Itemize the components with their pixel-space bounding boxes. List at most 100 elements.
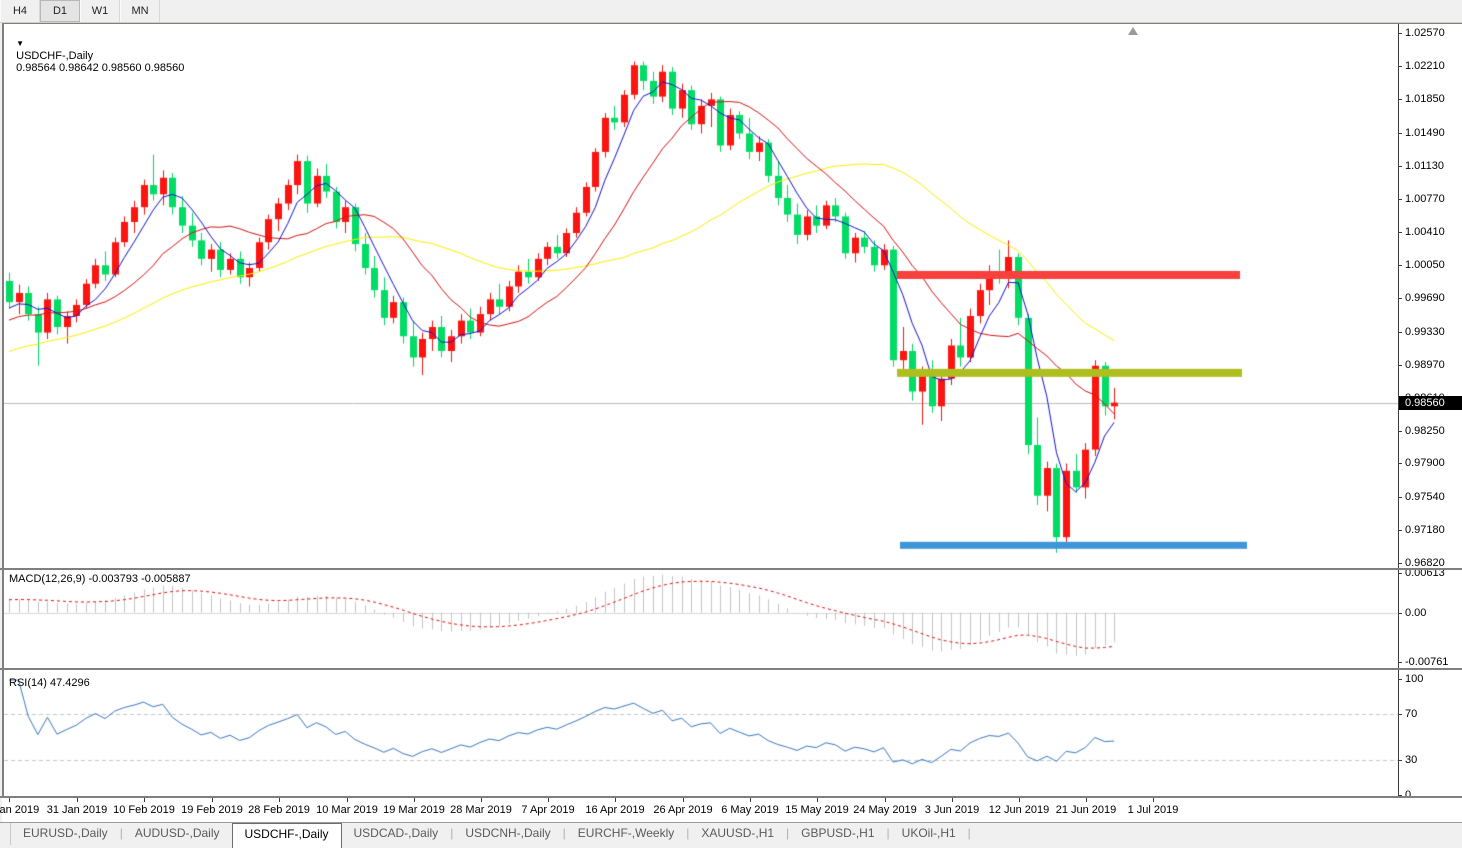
rsi-dateaxis-splitter <box>0 796 1462 798</box>
tab-separator: | <box>967 826 971 840</box>
date-axis[interactable]: 22 Jan 2019 31 Jan 2019 10 Feb 2019 19 Feb … <box>0 798 1398 822</box>
axis-tick-mark <box>1398 332 1402 333</box>
axis-tick-mark <box>1398 431 1402 432</box>
date-axis-label: 28 Mar 2019 <box>450 804 512 816</box>
axis-tick-mark <box>1398 232 1402 233</box>
date-axis-label: 24 May 2019 <box>853 804 917 816</box>
axis-tick-mark <box>1398 99 1402 100</box>
symbol-tab-gbpusd[interactable]: GBPUSD-,H1 <box>801 826 875 840</box>
macd-label: MACD(12,26,9) -0.003793 -0.005887 <box>9 573 191 585</box>
axis-tick-mark <box>1398 530 1402 531</box>
timeframe-button-h4[interactable]: H4 <box>0 0 40 22</box>
symbol-tab-eurchf[interactable]: EURCHF-,Weekly <box>577 826 675 840</box>
date-axis-label: 19 Mar 2019 <box>383 804 445 816</box>
date-axis-label: 12 Jun 2019 <box>988 804 1050 816</box>
price-axis-label: 0.99330 <box>1405 326 1445 338</box>
tab-separator: | <box>562 826 566 840</box>
price-axis-label: 1.00770 <box>1405 193 1445 205</box>
date-tick-mark <box>750 798 751 802</box>
date-tick-mark <box>9 798 10 802</box>
price-axis-label: 0.98250 <box>1405 425 1445 437</box>
date-tick-mark <box>1086 798 1087 802</box>
date-axis-label: 10 Mar 2019 <box>316 804 378 816</box>
price-axis-label: 1.00050 <box>1405 259 1445 271</box>
axis-tick-mark <box>1398 133 1402 134</box>
rsi-indicator-canvas[interactable] <box>4 674 1398 796</box>
rsi-axis-label: 70 <box>1405 708 1418 720</box>
axis-tick-mark <box>1398 298 1402 299</box>
current-price-box: 0.98560 <box>1399 396 1462 410</box>
price-axis-label: 1.01490 <box>1405 127 1445 139</box>
price-axis-label: 0.99690 <box>1405 292 1445 304</box>
axis-tick-mark <box>1398 679 1402 680</box>
symbol-tab-usdcnh[interactable]: USDCNH-,Daily <box>465 826 551 840</box>
macd-axis-label: -0.00761 <box>1405 656 1449 668</box>
date-tick-mark <box>77 798 78 802</box>
axis-tick-mark <box>1398 265 1402 266</box>
symbol-tab-usdchf[interactable]: USDCHF-,Daily <box>231 823 342 848</box>
date-tick-mark <box>548 798 549 802</box>
price-axis-label: 0.96820 <box>1405 557 1445 569</box>
symbol-tab-audusd[interactable]: AUDUSD-,Daily <box>134 826 220 840</box>
axis-border-line <box>1398 24 1399 796</box>
date-axis-label: 3 Jun 2019 <box>924 804 980 816</box>
tab-separator: | <box>886 826 890 840</box>
tab-separator: | <box>786 826 790 840</box>
tab-separator: | <box>686 826 690 840</box>
axis-tick-mark <box>1398 33 1402 34</box>
date-tick-mark <box>1153 798 1154 802</box>
date-axis-label: 28 Feb 2019 <box>248 804 310 816</box>
symbol-tab-ukoil[interactable]: UKOil-,H1 <box>901 826 956 840</box>
symbol-tab-usdcad[interactable]: USDCAD-,Daily <box>353 826 439 840</box>
price-chart-canvas[interactable] <box>4 24 1398 568</box>
symbol-tab-eurusd[interactable]: EURUSD-,Daily <box>23 826 108 840</box>
axis-tick-mark <box>1398 66 1402 67</box>
date-axis-label: 10 Feb 2019 <box>113 804 175 816</box>
rsi-axis-label: 0 <box>1405 789 1412 801</box>
date-tick-mark <box>481 798 482 802</box>
date-axis-label: 15 May 2019 <box>785 804 849 816</box>
macd-rsi-splitter[interactable] <box>0 668 1462 670</box>
chart-title: ▼ USDCHF-,Daily 0.98564 0.98642 0.98560 … <box>10 26 184 74</box>
symbol-dropdown-icon[interactable]: ▼ <box>16 39 25 48</box>
price-axis-label: 1.02210 <box>1405 60 1445 72</box>
date-tick-mark <box>1019 798 1020 802</box>
date-axis-label: 22 Jan 2019 <box>0 804 40 816</box>
date-tick-mark <box>212 798 213 802</box>
macd-indicator-canvas[interactable] <box>4 570 1398 668</box>
axis-tick-mark <box>1398 714 1402 715</box>
price-axis-label: 0.98970 <box>1405 359 1445 371</box>
tabbar-stub <box>0 823 11 845</box>
timeframe-button-d1[interactable]: D1 <box>40 0 80 22</box>
macd-axis-label: 0.00613 <box>1405 567 1445 579</box>
price-axis-label: 1.01850 <box>1405 93 1445 105</box>
chart-shift-marker[interactable] <box>1128 27 1138 35</box>
date-axis-label: 7 Apr 2019 <box>521 804 575 816</box>
tab-separator: | <box>119 826 123 840</box>
axis-tick-mark <box>1398 613 1402 614</box>
axis-tick-mark <box>1398 662 1402 663</box>
date-axis-label: 19 Feb 2019 <box>181 804 243 816</box>
rsi-label: RSI(14) 47.4296 <box>9 677 90 689</box>
symbol-tab-bar: EURUSD-,Daily | AUDUSD-,Daily USDCHF-,Daily… <box>0 822 1462 848</box>
symbol-tab-xauusd[interactable]: XAUUSD-,H1 <box>701 826 775 840</box>
date-tick-mark <box>414 798 415 802</box>
date-axis-label: 26 Apr 2019 <box>653 804 713 816</box>
price-macd-splitter[interactable] <box>0 568 1462 570</box>
rsi-axis-label: 100 <box>1405 673 1424 685</box>
price-axis[interactable]: 1.02570 1.02210 1.01850 1.01490 1.01130 1.007… <box>1398 24 1462 801</box>
date-axis-label: 31 Jan 2019 <box>46 804 108 816</box>
date-axis-label: 21 Jun 2019 <box>1055 804 1117 816</box>
axis-tick-mark <box>1398 463 1402 464</box>
timeframe-button-mn[interactable]: MN <box>120 0 160 22</box>
axis-tick-mark <box>1398 760 1402 761</box>
axis-tick-mark <box>1398 795 1402 796</box>
axis-tick-mark <box>1398 199 1402 200</box>
price-axis-label: 0.97540 <box>1405 491 1445 503</box>
axis-tick-mark <box>1398 573 1402 574</box>
timeframe-button-w1[interactable]: W1 <box>80 0 120 22</box>
axis-tick-mark <box>1398 563 1402 564</box>
chart-symbol-period: USDCHF-,Daily <box>16 50 94 62</box>
date-tick-mark <box>817 798 818 802</box>
price-axis-label: 1.01130 <box>1405 160 1444 172</box>
